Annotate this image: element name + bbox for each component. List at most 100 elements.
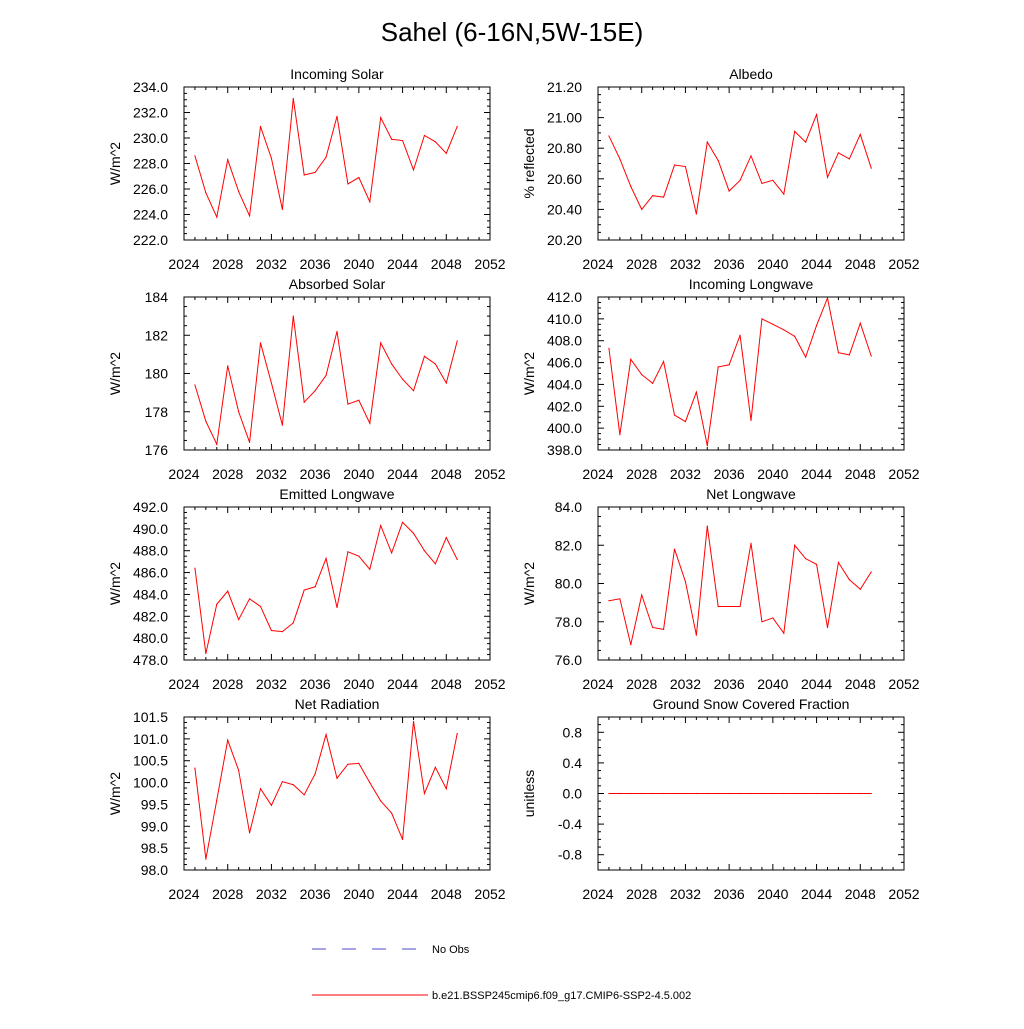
data-point bbox=[630, 358, 632, 360]
data-point bbox=[401, 139, 404, 142]
data-point bbox=[456, 125, 458, 128]
y-tick-label: 482.0 bbox=[133, 608, 168, 624]
data-point bbox=[728, 190, 730, 192]
x-tick-label: 2052 bbox=[888, 466, 919, 482]
data-point bbox=[456, 733, 458, 735]
x-tick-label: 2032 bbox=[670, 886, 701, 902]
data-point bbox=[761, 182, 763, 184]
data-point bbox=[750, 419, 752, 422]
y-tick-label: 99.5 bbox=[141, 796, 168, 812]
data-point bbox=[216, 603, 218, 605]
x-tick-label: 2032 bbox=[256, 676, 287, 692]
y-tick-label: 232.0 bbox=[133, 105, 168, 121]
plot-frame bbox=[183, 86, 491, 241]
data-point bbox=[336, 115, 338, 117]
legend-obs-label: No Obs bbox=[432, 944, 470, 956]
y-tick-label: 20.40 bbox=[547, 201, 582, 217]
data-point bbox=[216, 216, 218, 218]
x-tick-label: 2036 bbox=[714, 466, 745, 482]
panel-title: Emitted Longwave bbox=[279, 486, 394, 502]
data-point bbox=[826, 297, 829, 299]
x-tick-label: 2052 bbox=[474, 466, 505, 482]
x-tick-label: 2028 bbox=[212, 676, 243, 692]
x-tick-label: 2036 bbox=[300, 466, 331, 482]
data-point bbox=[248, 832, 251, 834]
data-point bbox=[761, 621, 763, 623]
data-point bbox=[194, 155, 196, 157]
x-tick-label: 2028 bbox=[626, 256, 657, 272]
x-tick-label: 2040 bbox=[757, 466, 788, 482]
x-tick-label: 2024 bbox=[582, 466, 613, 482]
legend: No Obs b.e21.BSSP245cmip6.f09_g17.CMIP6-… bbox=[312, 944, 691, 1002]
data-point bbox=[608, 135, 610, 137]
x-tick-label: 2028 bbox=[626, 676, 657, 692]
x-tick-label: 2028 bbox=[212, 466, 243, 482]
data-point bbox=[369, 201, 371, 203]
x-tick-label: 2028 bbox=[626, 466, 657, 482]
y-tick-label: 480.0 bbox=[133, 630, 168, 646]
data-point bbox=[336, 777, 338, 779]
data-point bbox=[772, 179, 774, 181]
x-tick-label: 2044 bbox=[387, 466, 418, 482]
panel-8: Ground Snow Covered Fraction unitless 2024… bbox=[521, 696, 920, 902]
data-point bbox=[662, 792, 665, 795]
panel-title: Albedo bbox=[729, 66, 773, 82]
data-point bbox=[281, 424, 283, 426]
data-point bbox=[619, 158, 621, 160]
data-point bbox=[870, 792, 872, 795]
data-point bbox=[380, 800, 382, 802]
y-tick-label: 20.60 bbox=[547, 171, 582, 187]
data-point bbox=[826, 176, 829, 178]
y-tick-label: 410.0 bbox=[547, 311, 582, 327]
data-point bbox=[281, 630, 283, 633]
data-point bbox=[412, 390, 415, 392]
y-tick-label: 404.0 bbox=[547, 376, 582, 392]
x-tick-label: 2052 bbox=[474, 676, 505, 692]
data-point bbox=[641, 373, 643, 376]
data-point bbox=[608, 347, 610, 349]
data-point bbox=[259, 125, 262, 128]
data-point bbox=[358, 399, 360, 401]
y-axis-label: W/m^2 bbox=[107, 352, 123, 395]
data-point bbox=[401, 838, 404, 841]
data-point bbox=[652, 382, 654, 384]
data-point bbox=[717, 159, 719, 162]
data-point bbox=[619, 792, 621, 795]
data-point bbox=[205, 652, 207, 655]
data-point bbox=[673, 164, 676, 166]
data-point bbox=[641, 208, 643, 210]
data-point bbox=[761, 792, 763, 795]
data-point bbox=[270, 629, 273, 632]
data-point bbox=[641, 594, 643, 596]
x-tick-label: 2024 bbox=[582, 676, 613, 692]
y-tick-label: 0.8 bbox=[563, 724, 583, 740]
data-point bbox=[695, 391, 697, 393]
panel-title: Incoming Solar bbox=[290, 66, 384, 82]
data-point bbox=[772, 792, 774, 795]
data-point bbox=[369, 422, 371, 424]
y-axis-label: W/m^2 bbox=[107, 772, 123, 815]
x-tick-label: 2024 bbox=[582, 886, 613, 902]
x-tick-label: 2040 bbox=[757, 886, 788, 902]
data-point bbox=[391, 552, 393, 554]
data-point bbox=[783, 792, 785, 795]
data-point bbox=[805, 558, 807, 560]
data-point bbox=[728, 792, 730, 795]
y-tick-label: 486.0 bbox=[133, 565, 168, 581]
data-point bbox=[303, 401, 305, 403]
x-tick-label: 2048 bbox=[845, 466, 876, 482]
y-tick-label: 226.0 bbox=[133, 181, 168, 197]
data-point bbox=[717, 605, 719, 608]
data-point bbox=[684, 165, 687, 168]
data-point bbox=[794, 130, 796, 132]
data-point bbox=[815, 113, 818, 116]
y-tick-label: 490.0 bbox=[133, 521, 168, 537]
data-point bbox=[238, 411, 240, 413]
data-point bbox=[216, 443, 218, 445]
y-axis-label: W/m^2 bbox=[107, 562, 123, 605]
data-point bbox=[434, 766, 436, 768]
data-point bbox=[270, 804, 273, 806]
plot-frame bbox=[597, 296, 905, 451]
data-point bbox=[815, 792, 818, 795]
